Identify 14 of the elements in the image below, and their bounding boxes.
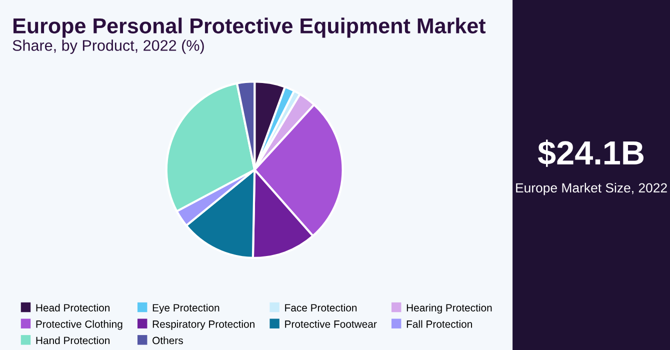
legend-label: Hearing Protection [406,304,492,314]
text: Europe Market Size, 2022 [516,182,667,196]
legend-label: Others [152,336,183,344]
legend-label: Hand Protection [36,336,110,344]
text: $24.1B [538,140,644,167]
chart-subtitle: Share, by Product, 2022 (%) [12,40,204,54]
legend-label: Protective Clothing [36,320,122,330]
legend-label: Head Protection [36,304,110,312]
legend-label: Face Protection [285,304,357,312]
legend-label: Respiratory Protection [152,320,254,330]
legend-label: Fall Protection [406,320,472,328]
chart-title: Europe Personal Protective Equipment Market [14,18,486,38]
legend-label: Protective Footwear [285,320,377,328]
legend-label: Eye Protection [152,304,220,314]
